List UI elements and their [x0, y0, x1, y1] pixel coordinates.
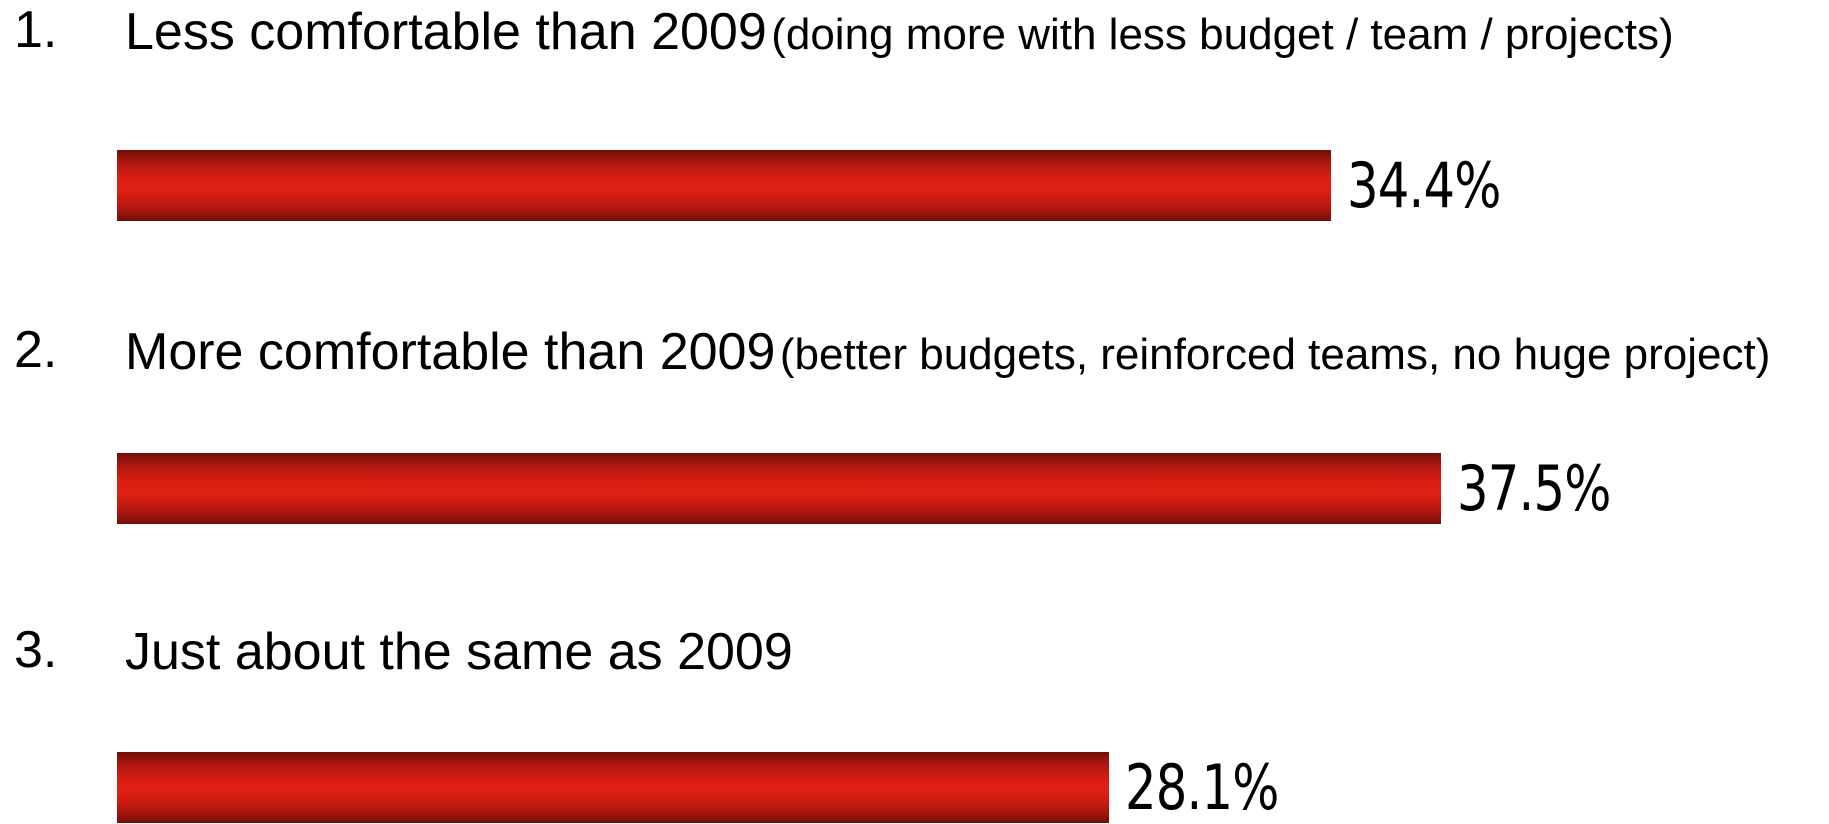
option-number: 2. [14, 321, 58, 379]
data-label-less-comfortable: 34.4% [1347, 149, 1501, 222]
option-detail: (better budgets, reinforced teams, no hu… [779, 330, 1771, 379]
option-label: Less comfortable than 2009 [125, 3, 767, 61]
option-number: 3. [14, 621, 58, 679]
option-text: More comfortable than 2009 (better budge… [125, 320, 1825, 397]
option-label: More comfortable than 2009 [125, 323, 776, 381]
option-number: 1. [14, 1, 58, 59]
data-label-about-the-same: 28.1% [1124, 751, 1279, 824]
option-label: Just about the same as 2009 [125, 623, 793, 681]
option-text: Just about the same as 2009 [125, 620, 1825, 697]
bar-more-comfortable [117, 453, 1441, 524]
bar-less-comfortable [117, 150, 1332, 221]
data-label-more-comfortable: 37.5% [1456, 452, 1611, 525]
bar-about-the-same [117, 752, 1109, 823]
option-detail: (doing more with less budget / team / pr… [771, 10, 1674, 59]
option-text: Less comfortable than 2009 (doing more w… [125, 0, 1825, 77]
